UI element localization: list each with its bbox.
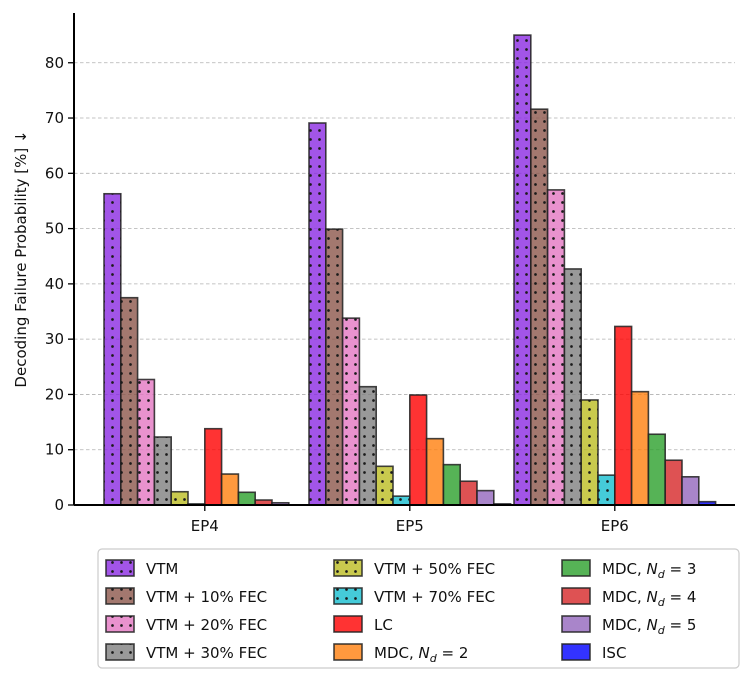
bar (237, 491, 256, 506)
bar-hatch (137, 379, 155, 505)
axes: 0 10 20 30 40 50 60 70 80 EP4 EP5 EP6 (45, 13, 735, 535)
legend-label: VTM + 10% FEC (146, 588, 267, 606)
bar-hatch (530, 109, 548, 505)
legend-label: MDC, Nd = 2 (374, 644, 468, 665)
legend-frame (97, 548, 740, 669)
legend-swatch (333, 643, 363, 661)
legend-label: VTM + 50% FEC (374, 560, 495, 578)
bar-hatch (104, 193, 121, 505)
y-tick-label: 60 (45, 164, 64, 182)
y-tick-label: 10 (45, 441, 64, 459)
y-tick-label: 30 (45, 330, 64, 348)
legend-swatch (561, 559, 591, 577)
bar (220, 473, 240, 506)
bar-hatch (598, 475, 615, 505)
bar (681, 476, 700, 506)
legend-swatch-hatch (334, 560, 362, 576)
bars (103, 34, 717, 506)
x-tick-label: EP4 (191, 517, 219, 535)
y-tick-label: 80 (45, 54, 64, 72)
bar (630, 390, 650, 506)
y-tick-label: 70 (45, 109, 64, 127)
gridlines (74, 62, 735, 451)
legend-swatch-hatch (106, 560, 134, 576)
legend-label: VTM + 30% FEC (146, 644, 267, 662)
x-tick-label: EP5 (396, 517, 424, 535)
legend-swatch (561, 615, 591, 633)
bar-hatch (325, 229, 343, 505)
y-tick-label: 50 (45, 220, 64, 238)
bar-hatch (393, 496, 410, 505)
bar (442, 463, 461, 506)
bar-hatch (120, 297, 138, 505)
bar (647, 433, 667, 506)
bar-hatch (359, 386, 377, 505)
y-tick-label: 40 (45, 275, 64, 293)
bar-hatch (581, 399, 598, 505)
legend-swatch (561, 643, 591, 661)
bar-hatch (514, 35, 531, 505)
legend-swatch-hatch (106, 616, 134, 632)
y-axis-label: Decoding Failure Probability [%] ↓ (12, 130, 30, 387)
bar-hatch (342, 318, 360, 505)
legend-label: MDC, Nd = 3 (602, 560, 696, 581)
bar-hatch (376, 466, 393, 505)
legend-label: VTM + 20% FEC (146, 616, 267, 634)
bar (408, 394, 428, 506)
legend-swatch (333, 615, 363, 633)
x-tick-label: EP6 (601, 517, 629, 535)
legend: VTM VTM + 10% FEC VTM + 20% FEC VTM + 30% F… (97, 548, 740, 669)
bar (664, 459, 683, 506)
y-tick-label: 20 (45, 385, 64, 403)
bar (613, 325, 633, 506)
bar-hatch (154, 437, 172, 505)
bar-hatch (547, 189, 565, 506)
legend-swatch (561, 587, 591, 605)
legend-label: VTM (146, 560, 178, 578)
bar (425, 437, 445, 506)
bar-hatch (171, 491, 188, 505)
bar-hatch (309, 123, 326, 506)
legend-label: VTM + 70% FEC (374, 588, 495, 606)
legend-label: ISC (602, 644, 626, 662)
legend-label: LC (374, 616, 393, 634)
y-tick-label: 0 (54, 496, 64, 514)
bar (204, 427, 223, 506)
legend-swatch-hatch (106, 588, 134, 604)
legend-swatch-hatch (334, 588, 362, 604)
bar-hatch (564, 268, 582, 505)
legend-label: MDC, Nd = 4 (602, 588, 696, 609)
bar (476, 489, 495, 506)
bar (459, 480, 478, 506)
legend-label: MDC, Nd = 5 (602, 616, 696, 637)
legend-swatch-hatch (106, 644, 134, 660)
